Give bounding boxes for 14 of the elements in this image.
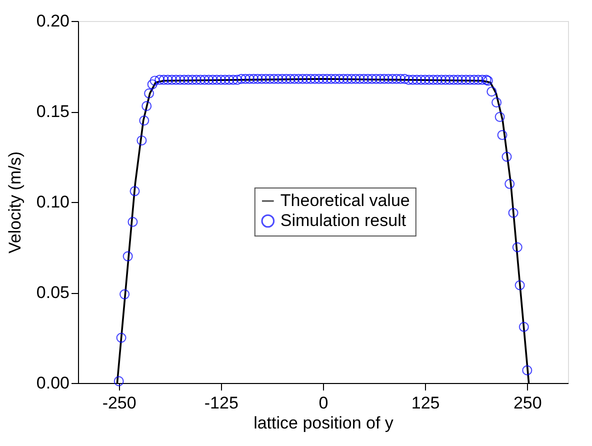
x-tick-label: 0	[318, 394, 328, 412]
x-tick-label: 125	[411, 394, 440, 412]
legend-label: Simulation result	[280, 211, 406, 230]
x-axis-title: lattice position of y	[254, 414, 394, 432]
legend-label: Theoretical value	[280, 191, 410, 210]
y-tick-label: 0.00	[36, 374, 70, 392]
x-tick-label: -125	[204, 394, 238, 412]
y-tick-label: 0.05	[36, 283, 70, 302]
y-tick-label: 0.15	[36, 102, 70, 121]
y-axis-title: Velocity (m/s)	[5, 151, 24, 254]
x-tick-label: 250	[513, 394, 542, 412]
y-tick-label: 0.20	[36, 12, 70, 30]
x-tick-label: -250	[102, 394, 136, 412]
y-tick-label: 0.10	[36, 192, 70, 212]
